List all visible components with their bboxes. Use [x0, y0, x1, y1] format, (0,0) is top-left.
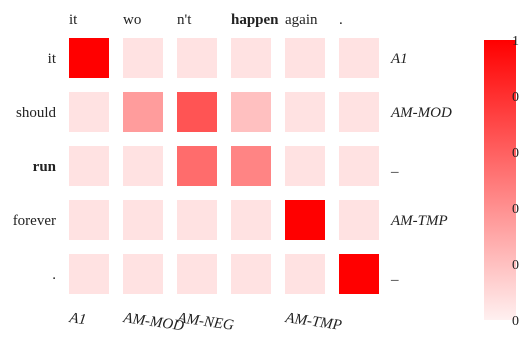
column-label-2: n't	[177, 12, 192, 28]
heatmap-cell-r2-c2	[177, 146, 217, 186]
heatmap-cell-r4-c0	[69, 254, 109, 294]
row-role-label-2: _	[390, 159, 399, 175]
column-label-0: it	[69, 12, 78, 28]
heatmap-cell-r0-c2	[177, 38, 217, 78]
column-role-label-0: A1	[67, 310, 87, 328]
heatmap-cell-r2-c0	[69, 146, 109, 186]
heatmap-cell-r1-c2	[177, 92, 217, 132]
heatmap-cell-r4-c3	[231, 254, 271, 294]
colorbar-tick-label-1: 0	[512, 90, 519, 105]
colorbar-tick-label-4: 0	[512, 258, 519, 273]
heatmap-cell-r2-c4	[285, 146, 325, 186]
heatmap-cell-r3-c0	[69, 200, 109, 240]
row-role-label-0: A1	[390, 51, 408, 67]
heatmap-cell-r1-c5	[339, 92, 379, 132]
heatmap-cell-r0-c1	[123, 38, 163, 78]
heatmap-cell-r1-c1	[123, 92, 163, 132]
column-label-4: again	[285, 12, 318, 28]
heatmap-cell-r2-c1	[123, 146, 163, 186]
colorbar-tick-label-0: 1	[512, 34, 519, 49]
row-role-label-3: AM-TMP	[390, 213, 448, 229]
row-role-labels: A1 AM-MOD _ AM-TMP _	[390, 51, 452, 283]
column-role-label-4: AM-TMP	[283, 310, 342, 334]
heatmap-cell-r1-c4	[285, 92, 325, 132]
row-label-4: .	[52, 267, 56, 283]
row-label-3: forever	[13, 213, 56, 229]
heatmap-cell-r0-c0	[69, 38, 109, 78]
colorbar-tick-label-5: 0	[512, 314, 519, 329]
heatmap-cell-r4-c5	[339, 254, 379, 294]
column-labels: it wo n't happen again.	[69, 12, 343, 28]
colorbar-tick-labels: 1 0 0 0 0 0	[512, 34, 519, 329]
colorbar	[484, 40, 516, 320]
row-role-label-1: AM-MOD	[390, 105, 452, 121]
heatmap-cell-r3-c2	[177, 200, 217, 240]
heatmap-cell-r3-c3	[231, 200, 271, 240]
column-role-label-1: AM-MOD	[121, 310, 185, 334]
heatmap-cell-r0-c3	[231, 38, 271, 78]
column-label-3: happen	[231, 12, 279, 28]
heatmap-cell-r1-c3	[231, 92, 271, 132]
row-label-0: it	[48, 51, 57, 67]
heatmap-cell-r2-c3	[231, 146, 271, 186]
column-label-1: wo	[123, 12, 141, 28]
colorbar-gradient	[484, 40, 516, 320]
heatmap-cell-r3-c5	[339, 200, 379, 240]
heatmap-cell-r3-c4	[285, 200, 325, 240]
colorbar-tick-label-2: 0	[512, 146, 519, 161]
heatmap-cells	[69, 38, 379, 294]
heatmap-cell-r0-c5	[339, 38, 379, 78]
heatmap-cell-r2-c5	[339, 146, 379, 186]
heatmap-cell-r3-c1	[123, 200, 163, 240]
row-labels: it should run forever.	[13, 51, 57, 283]
column-label-5: .	[339, 12, 343, 28]
heatmap-cell-r4-c1	[123, 254, 163, 294]
heatmap-cell-r4-c2	[177, 254, 217, 294]
heatmap-cell-r4-c4	[285, 254, 325, 294]
row-label-2: run	[33, 159, 57, 175]
row-label-1: should	[16, 105, 57, 121]
heatmap-cell-r0-c4	[285, 38, 325, 78]
row-role-label-4: _	[390, 267, 399, 283]
heatmap-cell-r1-c0	[69, 92, 109, 132]
colorbar-tick-label-3: 0	[512, 202, 519, 217]
column-role-label-2: AM-NEG	[175, 310, 234, 334]
